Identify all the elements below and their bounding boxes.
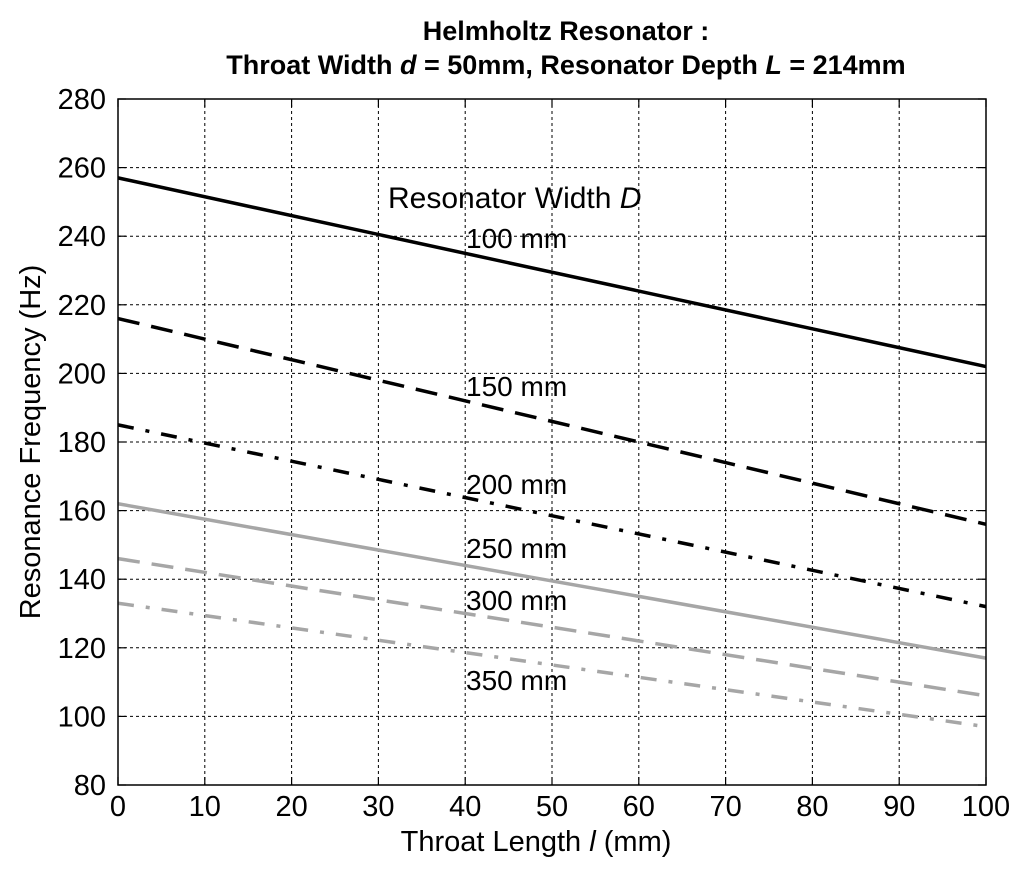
y-axis-label: Resonance Frequency (Hz) <box>15 265 47 620</box>
x-tick-label: 70 <box>709 791 741 823</box>
x-tick-label: 10 <box>189 791 221 823</box>
x-tick-label: 40 <box>449 791 481 823</box>
x-axis-label: Throat Length l (mm) <box>401 826 672 858</box>
y-tick-label: 240 <box>58 221 106 253</box>
chart-title-part-b: = 50mm, Resonator Depth <box>416 50 766 80</box>
series-label-1: 100 mm <box>466 223 567 254</box>
chart-title-line1: Helmholtz Resonator : <box>118 16 1014 47</box>
y-tick-label: 280 <box>58 84 106 116</box>
x-axis-label-text: Throat Length <box>401 826 590 858</box>
series-line-2 <box>117 316 987 527</box>
y-tick-label: 220 <box>58 290 106 322</box>
x-tick-label: 60 <box>623 791 655 823</box>
x-tick-label: 90 <box>883 791 915 823</box>
x-axis-label-symbol: l <box>589 826 597 858</box>
chart-title-part-a: Throat Width <box>226 50 401 80</box>
series-label-4: 250 mm <box>466 533 567 564</box>
tick-marks <box>117 98 987 786</box>
y-tick-label: 80 <box>74 770 106 802</box>
x-tick-label: 80 <box>796 791 828 823</box>
series-line-1 <box>117 176 987 369</box>
series-layer <box>117 176 987 729</box>
y-tick-label: 120 <box>58 633 106 665</box>
x-tick-label: 0 <box>110 791 126 823</box>
annotation-symbol: D <box>620 182 642 215</box>
x-tick-label: 50 <box>536 791 568 823</box>
chart-title-line2: Throat Width d = 50mm, Resonator Depth L… <box>118 50 1014 81</box>
y-tick-label: 100 <box>58 701 106 733</box>
series-labels: 100 mm 150 mm 200 mm 250 mm 300 mm 350 mm <box>466 223 567 696</box>
annotation-text: Resonator Width <box>388 182 620 215</box>
chart-title-symbol-d: d <box>400 50 417 80</box>
series-line-4 <box>117 502 987 660</box>
y-tick-label: 140 <box>58 564 106 596</box>
y-tick-label: 160 <box>58 496 106 528</box>
series-line-5 <box>117 556 987 698</box>
series-label-6: 350 mm <box>466 665 567 696</box>
x-tick-label: 100 <box>962 791 1010 823</box>
y-tick-labels: 80 100 120 140 160 180 200 220 240 260 280 <box>58 84 106 802</box>
x-tick-label: 30 <box>362 791 394 823</box>
x-tick-labels: 0 10 20 30 40 50 60 70 80 90 100 <box>110 791 1010 823</box>
chart-title-part-c: = 214mm <box>781 50 906 80</box>
series-line-6 <box>117 601 987 729</box>
series-label-5: 300 mm <box>466 585 567 616</box>
chart-title-line1-text: Helmholtz Resonator : <box>422 16 710 46</box>
x-axis-label-unit: (mm) <box>596 826 672 858</box>
y-tick-label: 200 <box>58 358 106 390</box>
series-label-2: 150 mm <box>466 371 567 402</box>
y-tick-label: 260 <box>58 153 106 185</box>
series-line-3 <box>117 423 987 609</box>
chart-title-symbol-L: L <box>765 50 782 80</box>
x-tick-label: 20 <box>275 791 307 823</box>
annotation-resonator-width: Resonator Width D <box>388 182 641 215</box>
series-label-3: 200 mm <box>466 469 567 500</box>
y-tick-label: 180 <box>58 427 106 459</box>
